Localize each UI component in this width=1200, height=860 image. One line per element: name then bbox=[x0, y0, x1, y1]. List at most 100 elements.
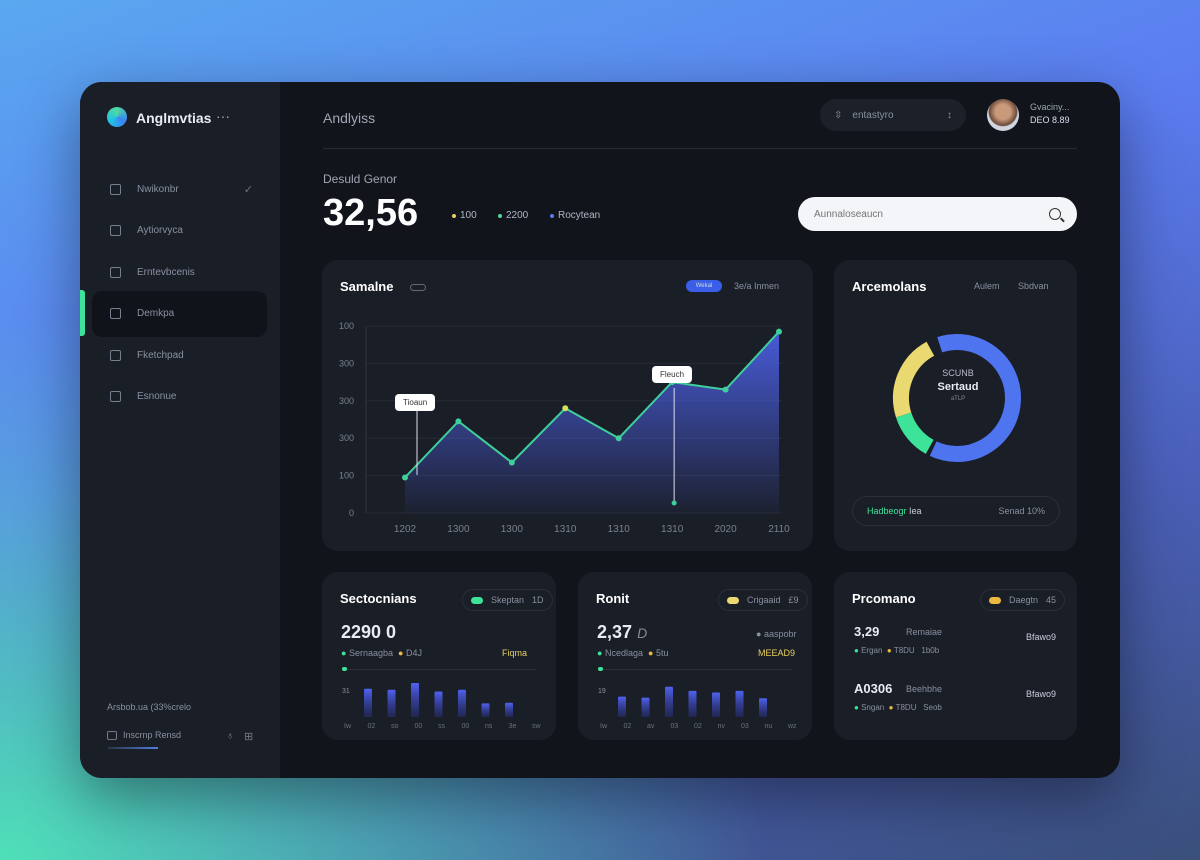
x-tick-label: 1310 bbox=[554, 524, 577, 535]
sidebar-footer-item[interactable]: Inscrnp Rensd bbox=[107, 730, 181, 740]
bar[interactable] bbox=[458, 689, 466, 717]
data-point[interactable] bbox=[402, 474, 408, 481]
tag-number: 1D bbox=[532, 595, 544, 605]
y-tick-label: 300 bbox=[339, 358, 354, 368]
chart-link[interactable]: 3e/a Inmen bbox=[734, 281, 780, 291]
x-tick-label: 1300 bbox=[501, 524, 524, 535]
sidebar-item-label: Aytiorvyca bbox=[137, 225, 183, 236]
donut-segment[interactable] bbox=[929, 334, 1021, 462]
sidebar-item[interactable]: Fketchpad bbox=[92, 332, 267, 378]
card-tag[interactable]: Crigaaid £9 bbox=[718, 589, 808, 611]
card-sub1: Ncedlaga bbox=[604, 648, 643, 658]
card-badge: ● aaspobr bbox=[756, 629, 797, 639]
more-icon[interactable]: ··· bbox=[216, 108, 230, 124]
bar[interactable] bbox=[481, 703, 490, 717]
bar-chart: Iw 02 so 00 ss 00 ns 3e sw bbox=[344, 683, 542, 730]
list-tag[interactable]: Daegtn 45 bbox=[980, 589, 1066, 611]
donut-footer-right: Senad 10% bbox=[998, 506, 1045, 516]
legend-label: 2200 bbox=[506, 210, 529, 221]
sidebar-item-label: Nwikonbr bbox=[137, 183, 179, 195]
x-tick-label: nv bbox=[718, 723, 726, 730]
data-point[interactable] bbox=[615, 435, 622, 442]
legend-dot bbox=[452, 213, 456, 218]
x-tick-label: 03 bbox=[671, 723, 679, 730]
row-right: Bfawo9 bbox=[1026, 632, 1057, 642]
row-meta: T8DU bbox=[895, 703, 917, 712]
bar[interactable] bbox=[759, 698, 767, 717]
divider-marker bbox=[342, 667, 347, 671]
card-value-unit: D bbox=[637, 625, 648, 641]
workspace-selector[interactable]: ⇳ entastyro ↕ bbox=[820, 99, 966, 131]
bar[interactable] bbox=[387, 689, 396, 717]
donut-link-1[interactable]: Aulem bbox=[974, 281, 1000, 291]
card-right-value: Fiqma bbox=[502, 648, 528, 658]
logo-icon bbox=[107, 107, 127, 127]
nav-icon bbox=[110, 266, 121, 278]
bell-icon[interactable]: ♁ bbox=[226, 730, 235, 742]
sidebar-footer-text: Arsbob.ua (33%crelo bbox=[107, 702, 192, 712]
bar[interactable] bbox=[665, 686, 673, 717]
data-point[interactable] bbox=[722, 386, 729, 393]
search-icon[interactable] bbox=[1049, 208, 1061, 220]
sidebar-item[interactable]: Demkpa bbox=[92, 290, 267, 337]
list-title: Prcomano bbox=[852, 591, 916, 606]
card-tag[interactable]: Skeptan 1D bbox=[462, 589, 553, 611]
x-tick-label: 1310 bbox=[661, 524, 684, 535]
tag-number: 45 bbox=[1046, 595, 1057, 605]
donut-center-top: SCUNB bbox=[942, 368, 974, 378]
sidebar-item[interactable]: Nwikonbr ✓ bbox=[92, 166, 267, 212]
selector-label: entastyro bbox=[852, 109, 894, 121]
chart-tooltip: Tioaun bbox=[395, 394, 436, 411]
donut-segment[interactable] bbox=[893, 341, 935, 418]
x-tick-label: 03 bbox=[741, 723, 749, 730]
card-value: 2,37 bbox=[597, 622, 633, 642]
sidebar-footer-label: Inscrnp Rensd bbox=[123, 730, 182, 740]
tag-swatch bbox=[727, 596, 739, 604]
tag-label: Skeptan bbox=[491, 595, 525, 605]
search-input[interactable] bbox=[814, 208, 1049, 220]
bar[interactable] bbox=[712, 692, 720, 717]
sidebar-item-label: Esnonue bbox=[137, 391, 177, 402]
bar[interactable] bbox=[505, 702, 513, 717]
x-tick-label: ss bbox=[438, 723, 446, 730]
bar-chart: Iw 02 av 03 02 nv 03 nu wz bbox=[600, 686, 797, 730]
data-point[interactable] bbox=[776, 328, 782, 335]
bar[interactable] bbox=[364, 688, 372, 717]
period-toggle[interactable]: Wekal bbox=[686, 280, 722, 292]
bar[interactable] bbox=[411, 683, 419, 717]
sidebar-item[interactable]: Aytiorvyca bbox=[92, 208, 267, 254]
grid-icon[interactable]: ⊞ bbox=[244, 731, 254, 743]
data-point[interactable] bbox=[508, 459, 515, 466]
marker-point bbox=[671, 500, 677, 506]
bar[interactable] bbox=[434, 691, 443, 718]
sidebar-item-label: Fketchpad bbox=[137, 349, 184, 361]
card-value: 2290 0 bbox=[341, 622, 397, 642]
data-point[interactable] bbox=[455, 418, 462, 425]
x-tick-label: 2020 bbox=[714, 524, 737, 535]
y-tick-label: 300 bbox=[339, 433, 354, 443]
card-title: Ronit bbox=[596, 591, 630, 606]
nav-icon bbox=[110, 391, 121, 402]
x-tick-label: ns bbox=[485, 723, 493, 730]
y-tick-label: 0 bbox=[349, 508, 354, 518]
y-tick-label: 100 bbox=[339, 321, 354, 331]
row-right: Bfawo9 bbox=[1026, 689, 1057, 699]
kpi-legend-item: 2200 bbox=[498, 210, 528, 221]
bar[interactable] bbox=[618, 696, 626, 717]
sidebar-item[interactable]: Erntevbcenis bbox=[92, 249, 267, 295]
sidebar-item[interactable]: Esnonue bbox=[92, 374, 267, 420]
x-tick-label: Iw bbox=[344, 723, 352, 730]
bar[interactable] bbox=[688, 690, 697, 717]
bar[interactable] bbox=[735, 690, 744, 717]
donut-segment[interactable] bbox=[895, 412, 934, 454]
donut-footer[interactable]: Hadbeogr Iea Senad 10% bbox=[852, 496, 1060, 526]
data-point[interactable] bbox=[562, 405, 569, 412]
donut-center-main: Sertaud bbox=[937, 381, 979, 393]
bar[interactable] bbox=[641, 697, 650, 717]
donut-link-2[interactable]: Sbdvan bbox=[1018, 281, 1049, 291]
avatar[interactable] bbox=[987, 99, 1019, 131]
kpi-value: 32,56 bbox=[323, 192, 419, 234]
search-bar[interactable] bbox=[798, 197, 1077, 231]
donut-footer-left2: Iea bbox=[909, 506, 922, 516]
divider bbox=[598, 669, 792, 670]
